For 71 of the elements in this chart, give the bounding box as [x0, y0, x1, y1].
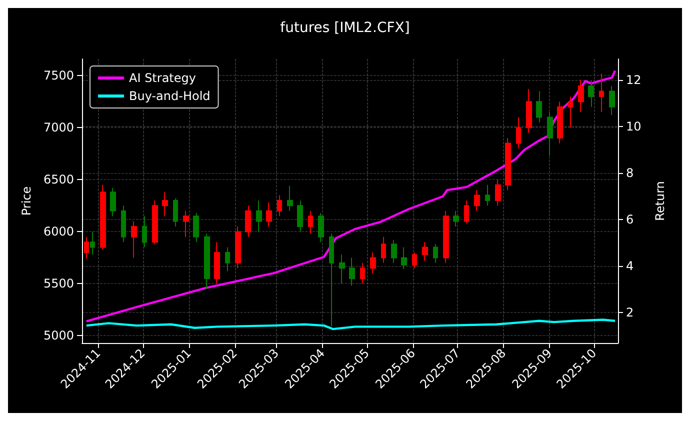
- line-series: [85, 70, 616, 322]
- y2-tick-label: 12: [626, 72, 642, 87]
- candlestick: [599, 73, 604, 113]
- candlestick: [308, 210, 313, 234]
- candlestick: [381, 236, 386, 264]
- candlestick: [287, 185, 293, 212]
- y-tick-label: 6000: [43, 224, 74, 239]
- chart-title: futures [IML2.CFX]: [280, 20, 410, 36]
- y-tick-label: 7500: [43, 68, 74, 83]
- candlestick: [422, 242, 428, 262]
- candlestick: [183, 210, 189, 238]
- candlestick: [391, 240, 397, 264]
- candlestick: [370, 252, 376, 274]
- candlestick: [526, 88, 532, 134]
- y-tick-label: 5000: [43, 328, 74, 343]
- candlestick: [204, 233, 210, 290]
- candlestick: [193, 212, 199, 243]
- candlestick: [349, 257, 355, 286]
- candlestick: [131, 220, 137, 258]
- candlestick: [495, 179, 501, 206]
- candlestick: [433, 244, 438, 264]
- candlestick: [505, 138, 511, 191]
- candlestick: [474, 190, 480, 212]
- candlestick: [121, 205, 126, 243]
- candlestick: [214, 242, 220, 284]
- candlestick: [142, 216, 147, 248]
- y2-tick-label: 4: [626, 259, 634, 274]
- candlestick: [547, 112, 553, 156]
- candlestick: [485, 184, 490, 206]
- candlestick: [110, 187, 116, 217]
- y-tick-label: 5500: [43, 276, 74, 291]
- y2-tick-label: 8: [626, 166, 634, 180]
- candlestick: [329, 233, 334, 327]
- candlestick: [173, 198, 178, 227]
- y2-tick-label: 6: [626, 212, 634, 227]
- candlestick: [360, 262, 365, 284]
- candlestick: [235, 226, 241, 269]
- candlestick: [225, 246, 230, 272]
- candlestick: [557, 101, 563, 144]
- candlestick: [318, 212, 324, 243]
- y-axis-title: Price: [20, 186, 34, 216]
- candlestick: [588, 80, 594, 108]
- candlestick: [277, 194, 282, 217]
- y2-tick-label: 10: [626, 120, 642, 134]
- y-tick-label: 6500: [43, 172, 74, 187]
- candlestick: [162, 192, 168, 217]
- y-tick-label: 7000: [43, 120, 74, 135]
- candlestick: [412, 252, 417, 269]
- legend-label: Buy-and-Hold: [129, 89, 210, 103]
- line-series: [85, 318, 616, 330]
- candlestick: [464, 200, 469, 224]
- candlestick: [152, 200, 158, 245]
- candlestick: [100, 184, 106, 250]
- candlestick: [568, 96, 573, 128]
- candlestick: [84, 236, 89, 260]
- candlestick: [609, 86, 615, 116]
- candlestick: [245, 205, 251, 238]
- candlestick: [453, 210, 459, 227]
- candlestick: [536, 90, 542, 123]
- candlestick: [297, 200, 303, 232]
- candlestick: [256, 200, 262, 232]
- candlestick: [339, 254, 345, 284]
- candlestick: [401, 246, 407, 270]
- candlestick: [443, 210, 449, 264]
- candlestick: [90, 231, 95, 256]
- legend-label: AI Strategy: [129, 71, 196, 85]
- candlestick: [578, 79, 584, 113]
- candlestick: [266, 202, 272, 227]
- y2-tick-label: 2: [626, 306, 634, 320]
- y2-axis-title: Return: [653, 181, 667, 221]
- candlestick: [516, 116, 521, 149]
